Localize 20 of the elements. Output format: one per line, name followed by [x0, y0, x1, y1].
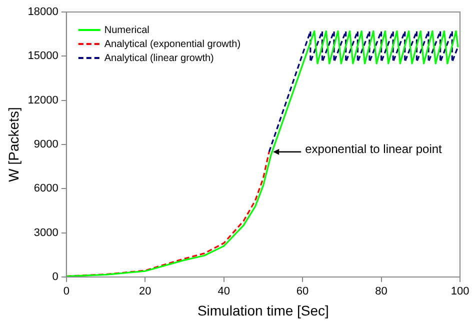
y-tick-label: 6000: [34, 182, 58, 195]
x-tick-label: 60: [296, 286, 309, 298]
legend-label: Numerical: [104, 24, 150, 36]
y-tick-label: 9000: [34, 138, 58, 151]
y-tick-label: 15000: [28, 50, 58, 62]
y-tick-label: 3000: [34, 226, 58, 239]
line-series: [66, 151, 270, 277]
y-tick-label: 12000: [28, 94, 58, 106]
annotation: exponential to linear point: [305, 142, 443, 156]
y-tick-label: 0: [52, 271, 58, 284]
x-axis-title: Simulation time [Sec]: [197, 302, 329, 318]
y-tick-label: 18000: [28, 6, 58, 18]
legend-label: Analytical (linear growth): [104, 52, 214, 64]
x-tick-label: 80: [375, 286, 388, 298]
x-tick-label: 0: [63, 286, 70, 298]
y-axis-title: W [Packets]: [5, 107, 22, 182]
legend-label: Analytical (exponential growth): [104, 38, 241, 50]
x-tick-label: 100: [450, 286, 470, 298]
x-tick-label: 20: [138, 286, 152, 298]
x-tick-label: 40: [218, 286, 230, 298]
